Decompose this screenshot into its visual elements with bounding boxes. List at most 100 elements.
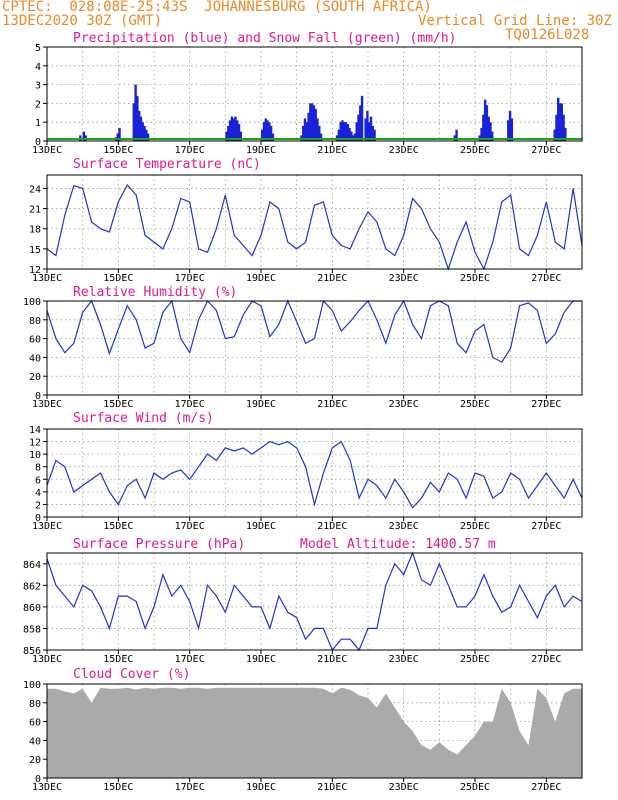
precip-bar (560, 103, 563, 141)
precip-bar (487, 116, 490, 141)
header-date-line: 13DEC2020 30Z (GMT) (2, 13, 163, 29)
precip-bar (368, 122, 371, 141)
precip-bar (346, 124, 349, 141)
panel-title: Surface Wind (m/s) (73, 411, 214, 426)
x-tick-label: 17DEC (175, 521, 205, 532)
panel-title: Cloud Cover (%) (73, 667, 190, 682)
x-tick-label: 17DEC (175, 145, 205, 156)
y-tick-label: 10 (29, 450, 41, 461)
x-tick-label: 27DEC (531, 273, 561, 284)
series-line (46, 299, 582, 363)
x-tick-label: 19DEC (246, 521, 276, 532)
precip-bar (146, 133, 150, 141)
y-tick-label: 0 (35, 137, 41, 148)
x-tick-label: 27DEC (531, 782, 561, 793)
y-tick-label: 4 (35, 62, 41, 73)
x-tick-label: 17DEC (175, 782, 205, 793)
precip-bar (82, 131, 86, 141)
x-tick-label: 21DEC (317, 145, 347, 156)
precip-bar (337, 129, 341, 141)
y-tick-label: 2 (35, 500, 41, 511)
panel-0: 0 1 2 3 4 5 13DEC 15DEC 17DEC 19DEC 21DEC 23DEC 25DE… (32, 31, 583, 156)
precip-bar (364, 118, 367, 141)
x-tick-label: 19DEC (246, 399, 276, 410)
y-tick-label: 18 (29, 225, 41, 236)
precip-bar (319, 133, 323, 141)
x-tick-label: 27DEC (531, 145, 561, 156)
precip-bar (143, 125, 146, 141)
x-tick-label: 25DEC (460, 654, 490, 665)
y-tick-label: 860 (23, 603, 41, 614)
panel-title: Relative Humidity (%) (73, 285, 237, 300)
precip-bar (302, 125, 305, 141)
precip-bar (353, 133, 357, 141)
y-tick-label: 60 (29, 335, 41, 346)
x-tick-label: 17DEC (175, 654, 205, 665)
precip-bar (228, 120, 232, 141)
precip-bar (305, 122, 308, 141)
x-tick-label: 25DEC (460, 782, 490, 793)
precip-bar (510, 118, 514, 141)
x-tick-label: 27DEC (531, 521, 561, 532)
series-line (46, 440, 583, 509)
precip-bar (341, 120, 344, 141)
panel-frame (46, 46, 583, 142)
x-tick-label: 27DEC (531, 654, 561, 665)
precip-bar (555, 114, 558, 141)
precip-bar (268, 122, 271, 141)
precip-bar (343, 122, 346, 141)
x-tick-label: 17DEC (175, 273, 205, 284)
x-tick-label: 15DEC (103, 521, 133, 532)
y-tick-label: 2 (35, 99, 41, 110)
precip-bar (314, 109, 317, 141)
precip-bar (310, 103, 314, 141)
precip-bar (558, 103, 562, 141)
precip-bar (507, 120, 510, 141)
x-tick-label: 21DEC (317, 273, 347, 284)
y-tick-label: 12 (29, 265, 41, 276)
x-tick-label: 13DEC (32, 399, 62, 410)
x-tick-label: 13DEC (32, 782, 62, 793)
precip-bar (116, 133, 119, 141)
series-line (46, 184, 583, 271)
precip-bar (562, 114, 565, 141)
panel-subtitle: Model Altitude: 1400.57 m (300, 537, 496, 552)
y-tick-label: 14 (29, 425, 41, 436)
precip-bar (350, 131, 353, 141)
precip-bar (132, 103, 135, 141)
panel-2: 0 20 40 60 80 100 13DEC 15DEC 17DEC 19DEC 21DEC 23D… (23, 285, 583, 410)
precip-bar (366, 110, 369, 141)
precip-bar (141, 122, 144, 141)
precip-bar (312, 105, 316, 141)
y-tick-label: 12 (29, 438, 41, 449)
header-station-line: CPTEC: 028:08E-25:43S JOHANNESBURG (SOUT… (2, 0, 432, 15)
y-tick-label: 100 (23, 680, 41, 691)
x-tick-label: 15DEC (103, 273, 133, 284)
precip-bar (309, 103, 312, 141)
precip-bar (137, 110, 141, 141)
x-tick-label: 13DEC (32, 273, 62, 284)
y-tick-label: 80 (29, 316, 41, 327)
precip-bar (236, 120, 239, 141)
precip-bar (230, 116, 234, 141)
panel-frame (46, 428, 583, 518)
panel-title: Precipitation (blue) and Snow Fall (gree… (73, 31, 457, 46)
x-tick-label: 19DEC (246, 273, 276, 284)
precip-bar (360, 95, 364, 141)
panel-4: 856 858 860 862 864 13DEC 15DEC 17DEC 19DEC 21DEC… (23, 537, 583, 665)
panel-5: 0 20 40 60 80 100 13DEC 15DEC 17DEC 19DEC 21DEC 23D… (23, 667, 583, 793)
precip-bar (237, 124, 241, 141)
y-tick-label: 8 (35, 463, 41, 474)
y-tick-label: 862 (23, 581, 41, 592)
x-tick-label: 17DEC (175, 399, 205, 410)
precip-bar (564, 127, 567, 141)
y-tick-label: 100 (23, 297, 41, 308)
x-tick-label: 21DEC (317, 654, 347, 665)
precip-bar (145, 129, 148, 141)
precip-bar (455, 129, 458, 141)
x-tick-label: 25DEC (460, 145, 490, 156)
y-tick-label: 20 (29, 372, 41, 383)
precip-bar (482, 114, 485, 141)
